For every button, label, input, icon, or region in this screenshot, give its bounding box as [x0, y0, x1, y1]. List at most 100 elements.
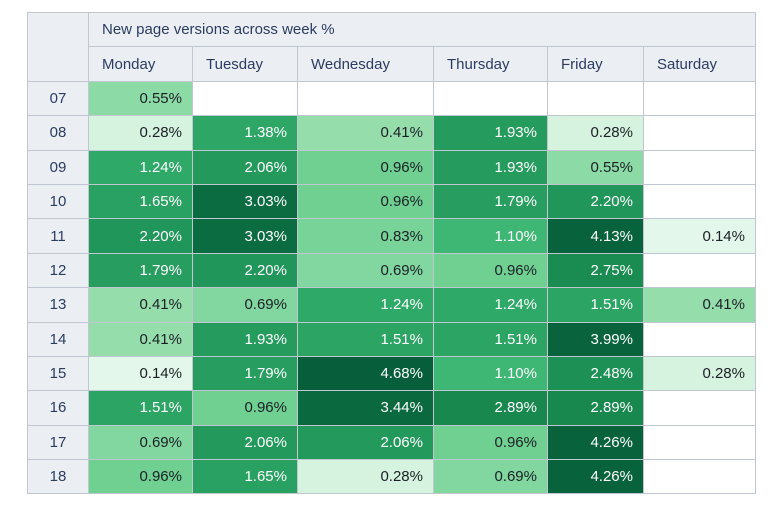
heatmap-row-14: 14 0.41% 1.93% 1.51% 1.51% 3.99%: [27, 321, 756, 357]
heatmap-cell-18-thursday: 0.69%: [433, 459, 548, 495]
heatmap-cell-10-thursday: 1.79%: [433, 183, 548, 220]
heatmap-cell-08-wednesday: 0.41%: [297, 115, 434, 151]
heatmap-cell-15-tuesday: 1.79%: [192, 355, 298, 392]
row-label-10: 10: [27, 183, 89, 220]
heatmap-cell-11-friday: 4.13%: [547, 218, 644, 254]
heatmap-cell-12-monday: 1.79%: [88, 252, 193, 289]
column-header-thursday: Thursday: [433, 46, 548, 82]
heatmap-cell-11-wednesday: 0.83%: [297, 218, 434, 254]
heatmap-cell-10-wednesday: 0.96%: [297, 183, 434, 220]
heatmap-row-15: 15 0.14% 1.79% 4.68% 1.10% 2.48% 0.28%: [27, 355, 756, 392]
row-label-14: 14: [27, 321, 89, 357]
heatmap-cell-07-saturday: [643, 80, 756, 117]
heatmap-cell-09-monday: 1.24%: [88, 149, 193, 185]
heatmap-cell-16-friday: 2.89%: [547, 390, 644, 426]
heatmap-cell-15-thursday: 1.10%: [433, 355, 548, 392]
heatmap-cell-18-saturday: [643, 459, 756, 495]
heatmap-row-10: 10 1.65% 3.03% 0.96% 1.79% 2.20%: [27, 183, 756, 220]
heatmap-cell-13-friday: 1.51%: [547, 287, 644, 323]
heatmap-cell-09-tuesday: 2.06%: [192, 149, 298, 185]
heatmap-cell-12-thursday: 0.96%: [433, 252, 548, 289]
heatmap-row-13: 13 0.41% 0.69% 1.24% 1.24% 1.51% 0.41%: [27, 287, 756, 323]
heatmap-row-17: 17 0.69% 2.06% 2.06% 0.96% 4.26%: [27, 424, 756, 461]
heatmap-cell-16-tuesday: 0.96%: [192, 390, 298, 426]
title-row: New page versions across week %: [27, 11, 756, 82]
heatmap-cell-18-tuesday: 1.65%: [192, 459, 298, 495]
heatmap-cell-18-friday: 4.26%: [547, 459, 644, 495]
heatmap-cell-12-wednesday: 0.69%: [297, 252, 434, 289]
row-label-09: 09: [27, 149, 89, 185]
heatmap-cell-16-wednesday: 3.44%: [297, 390, 434, 426]
heatmap-row-09: 09 1.24% 2.06% 0.96% 1.93% 0.55%: [27, 149, 756, 185]
row-label-13: 13: [27, 287, 89, 323]
heatmap-cell-13-monday: 0.41%: [88, 287, 193, 323]
heatmap-cell-08-monday: 0.28%: [88, 115, 193, 151]
heatmap-cell-08-friday: 0.28%: [547, 115, 644, 151]
heatmap-cell-07-monday: 0.55%: [88, 80, 193, 117]
heatmap-row-11: 11 2.20% 3.03% 0.83% 1.10% 4.13% 0.14%: [27, 218, 756, 254]
row-label-15: 15: [27, 355, 89, 392]
heatmap-cell-14-saturday: [643, 321, 756, 357]
heatmap-cell-17-tuesday: 2.06%: [192, 424, 298, 461]
heatmap-cell-15-wednesday: 4.68%: [297, 355, 434, 392]
heatmap-cell-14-thursday: 1.51%: [433, 321, 548, 357]
heatmap-cell-08-thursday: 1.93%: [433, 115, 548, 151]
heatmap-cell-13-wednesday: 1.24%: [297, 287, 434, 323]
row-label-11: 11: [27, 218, 89, 254]
heatmap-cell-17-friday: 4.26%: [547, 424, 644, 461]
heatmap-cell-14-wednesday: 1.51%: [297, 321, 434, 357]
heatmap-row-16: 16 1.51% 0.96% 3.44% 2.89% 2.89%: [27, 390, 756, 426]
row-label-18: 18: [27, 459, 89, 495]
heatmap-cell-09-thursday: 1.93%: [433, 149, 548, 185]
heatmap-cell-12-tuesday: 2.20%: [192, 252, 298, 289]
heatmap-cell-11-monday: 2.20%: [88, 218, 193, 254]
heatmap-cell-14-friday: 3.99%: [547, 321, 644, 357]
heatmap-cell-09-saturday: [643, 149, 756, 185]
heatmap-cell-08-saturday: [643, 115, 756, 151]
heatmap-cell-17-saturday: [643, 424, 756, 461]
heatmap-cell-17-monday: 0.69%: [88, 424, 193, 461]
heatmap-cell-16-thursday: 2.89%: [433, 390, 548, 426]
heatmap-cell-16-saturday: [643, 390, 756, 426]
heatmap-cell-16-monday: 1.51%: [88, 390, 193, 426]
heatmap-cell-09-friday: 0.55%: [547, 149, 644, 185]
heatmap-cell-18-wednesday: 0.28%: [297, 459, 434, 495]
heatmap-cell-13-tuesday: 0.69%: [192, 287, 298, 323]
heatmap-cell-07-tuesday: [192, 80, 298, 117]
row-label-12: 12: [27, 252, 89, 289]
heatmap-cell-15-monday: 0.14%: [88, 355, 193, 392]
row-label-17: 17: [27, 424, 89, 461]
row-label-08: 08: [27, 115, 89, 151]
column-header-saturday: Saturday: [643, 46, 756, 82]
heatmap-cell-17-thursday: 0.96%: [433, 424, 548, 461]
heatmap-cell-14-tuesday: 1.93%: [192, 321, 298, 357]
heatmap-row-18: 18 0.96% 1.65% 0.28% 0.69% 4.26%: [27, 459, 756, 495]
heatmap-cell-10-saturday: [643, 183, 756, 220]
heatmap-cell-10-friday: 2.20%: [547, 183, 644, 220]
row-label-07: 07: [27, 80, 89, 117]
column-header-monday: Monday: [88, 46, 193, 82]
chart-title: New page versions across week %: [88, 11, 756, 48]
column-header-friday: Friday: [547, 46, 644, 82]
heatmap-cell-12-saturday: [643, 252, 756, 289]
heatmap-cell-14-monday: 0.41%: [88, 321, 193, 357]
heatmap-cell-09-wednesday: 0.96%: [297, 149, 434, 185]
heatmap-cell-07-friday: [547, 80, 644, 117]
column-header-wednesday: Wednesday: [297, 46, 434, 82]
corner-cell: [27, 12, 89, 82]
heatmap-cell-17-wednesday: 2.06%: [297, 424, 434, 461]
heatmap-cell-15-friday: 2.48%: [547, 355, 644, 392]
heatmap-cell-10-monday: 1.65%: [88, 183, 193, 220]
heatmap-cell-07-wednesday: [297, 80, 434, 117]
heatmap-row-12: 12 1.79% 2.20% 0.69% 0.96% 2.75%: [27, 252, 756, 289]
heatmap-cell-11-saturday: 0.14%: [643, 218, 756, 254]
heatmap-cell-12-friday: 2.75%: [547, 252, 644, 289]
heatmap-cell-15-saturday: 0.28%: [643, 355, 756, 392]
column-header-tuesday: Tuesday: [192, 46, 298, 82]
day-header-row: Monday Tuesday Wednesday Thursday Friday Satu…: [28, 46, 756, 82]
heatmap-cell-18-monday: 0.96%: [88, 459, 193, 495]
heatmap-cell-13-thursday: 1.24%: [433, 287, 548, 323]
heatmap-cell-08-tuesday: 1.38%: [192, 115, 298, 151]
heatmap-table: New page versions across week % Monday Tu…: [27, 11, 756, 495]
